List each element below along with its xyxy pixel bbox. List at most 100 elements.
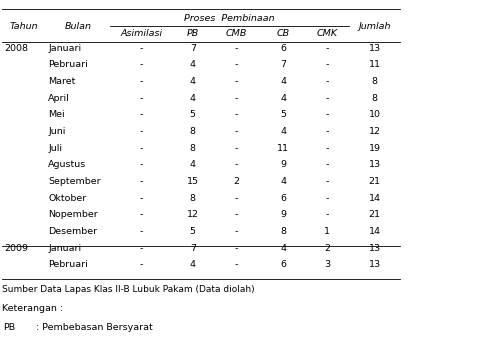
Text: -: - [140, 177, 143, 186]
Text: 4: 4 [280, 177, 286, 186]
Text: 21: 21 [368, 210, 381, 219]
Text: -: - [235, 244, 238, 253]
Text: -: - [235, 77, 238, 86]
Text: -: - [325, 94, 328, 103]
Text: 2: 2 [324, 244, 330, 253]
Text: 12: 12 [187, 210, 199, 219]
Text: PB: PB [186, 30, 199, 38]
Text: 4: 4 [280, 127, 286, 136]
Text: -: - [235, 144, 238, 153]
Text: 5: 5 [280, 110, 286, 119]
Text: -: - [325, 44, 328, 53]
Text: -: - [235, 127, 238, 136]
Text: Jumlah: Jumlah [358, 22, 391, 31]
Text: Desember: Desember [48, 227, 98, 236]
Text: 21: 21 [368, 177, 381, 186]
Text: Pebruari: Pebruari [48, 61, 88, 69]
Text: 6: 6 [280, 44, 286, 53]
Text: 7: 7 [190, 244, 196, 253]
Text: 4: 4 [280, 244, 286, 253]
Text: Bulan: Bulan [64, 22, 92, 31]
Text: -: - [235, 210, 238, 219]
Text: 7: 7 [190, 44, 196, 53]
Text: 6: 6 [280, 260, 286, 269]
Text: CMK: CMK [316, 30, 338, 38]
Text: -: - [235, 194, 238, 203]
Text: : Pembebasan Bersyarat: : Pembebasan Bersyarat [36, 323, 152, 332]
Text: Proses  Pembinaan: Proses Pembinaan [184, 14, 275, 23]
Text: -: - [140, 144, 143, 153]
Text: Oktober: Oktober [48, 194, 86, 203]
Text: -: - [235, 44, 238, 53]
Text: 13: 13 [368, 160, 381, 169]
Text: 11: 11 [368, 61, 381, 69]
Text: -: - [325, 77, 328, 86]
Text: 10: 10 [368, 110, 381, 119]
Text: Mei: Mei [48, 110, 65, 119]
Text: 8: 8 [371, 77, 378, 86]
Text: -: - [325, 194, 328, 203]
Text: -: - [140, 194, 143, 203]
Text: -: - [140, 44, 143, 53]
Text: 8: 8 [190, 144, 196, 153]
Text: -: - [140, 61, 143, 69]
Text: 4: 4 [190, 77, 196, 86]
Text: 5: 5 [190, 110, 196, 119]
Text: 14: 14 [368, 227, 381, 236]
Text: 12: 12 [368, 127, 381, 136]
Text: -: - [235, 160, 238, 169]
Text: -: - [140, 94, 143, 103]
Text: 2: 2 [234, 177, 240, 186]
Text: 4: 4 [190, 160, 196, 169]
Text: -: - [325, 61, 328, 69]
Text: -: - [235, 110, 238, 119]
Text: -: - [140, 110, 143, 119]
Text: 7: 7 [280, 61, 286, 69]
Text: Pebruari: Pebruari [48, 260, 88, 269]
Text: 4: 4 [190, 94, 196, 103]
Text: 15: 15 [187, 177, 199, 186]
Text: -: - [235, 227, 238, 236]
Text: Keterangan :: Keterangan : [2, 304, 63, 313]
Text: 9: 9 [280, 210, 286, 219]
Text: -: - [140, 227, 143, 236]
Text: September: September [48, 177, 101, 186]
Text: Juni: Juni [48, 127, 66, 136]
Text: Nopember: Nopember [48, 210, 98, 219]
Text: 9: 9 [280, 160, 286, 169]
Text: -: - [325, 110, 328, 119]
Text: 3: 3 [324, 260, 330, 269]
Text: Tahun: Tahun [10, 22, 39, 31]
Text: -: - [235, 260, 238, 269]
Text: April: April [48, 94, 70, 103]
Text: 8: 8 [190, 127, 196, 136]
Text: 2009: 2009 [4, 244, 28, 253]
Text: Sumber Data Lapas Klas II-B Lubuk Pakam (Data diolah): Sumber Data Lapas Klas II-B Lubuk Pakam … [2, 285, 255, 294]
Text: 8: 8 [371, 94, 378, 103]
Text: 13: 13 [368, 244, 381, 253]
Text: 4: 4 [280, 77, 286, 86]
Text: -: - [140, 260, 143, 269]
Text: Juli: Juli [48, 144, 62, 153]
Text: 8: 8 [280, 227, 286, 236]
Text: -: - [235, 61, 238, 69]
Text: 19: 19 [368, 144, 381, 153]
Text: -: - [325, 160, 328, 169]
Text: -: - [140, 210, 143, 219]
Text: PB: PB [3, 323, 16, 332]
Text: 5: 5 [190, 227, 196, 236]
Text: 6: 6 [280, 194, 286, 203]
Text: -: - [325, 144, 328, 153]
Text: -: - [325, 210, 328, 219]
Text: Agustus: Agustus [48, 160, 86, 169]
Text: Januari: Januari [48, 244, 81, 253]
Text: 4: 4 [190, 61, 196, 69]
Text: -: - [325, 127, 328, 136]
Text: -: - [140, 127, 143, 136]
Text: 1: 1 [324, 227, 330, 236]
Text: 11: 11 [277, 144, 289, 153]
Text: CB: CB [277, 30, 289, 38]
Text: -: - [235, 94, 238, 103]
Text: 2008: 2008 [4, 44, 28, 53]
Text: -: - [140, 160, 143, 169]
